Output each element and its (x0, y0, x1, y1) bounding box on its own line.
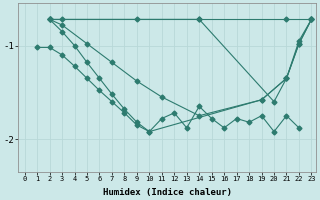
X-axis label: Humidex (Indice chaleur): Humidex (Indice chaleur) (103, 188, 232, 197)
